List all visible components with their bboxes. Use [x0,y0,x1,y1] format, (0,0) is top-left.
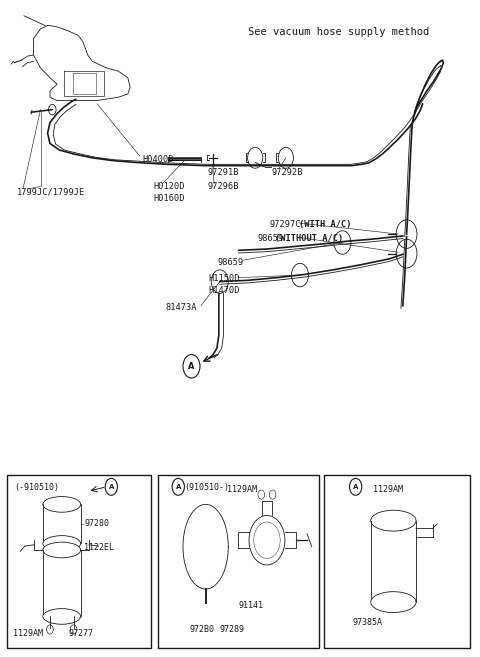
Text: (WITH A/C): (WITH A/C) [299,220,351,229]
Text: 97280: 97280 [84,520,109,528]
Bar [324,475,470,648]
Text: 97277: 97277 [69,629,94,638]
Text: 81473A: 81473A [166,303,197,312]
Circle shape [249,516,285,565]
Text: 97296B: 97296B [208,182,240,191]
Ellipse shape [43,497,81,512]
Text: 1122EL: 1122EL [84,543,114,552]
Text: H1150D: H1150D [208,275,240,283]
Ellipse shape [371,592,416,612]
Circle shape [183,355,200,378]
Text: H1470D: H1470D [208,286,240,295]
Circle shape [105,478,118,495]
Bar [8,475,151,648]
Circle shape [349,478,362,495]
Text: 98659: 98659 [258,234,284,243]
Text: A: A [108,484,114,490]
Text: 1129AM: 1129AM [227,485,257,494]
Text: 97291B: 97291B [208,168,240,177]
Ellipse shape [371,510,416,531]
Text: A: A [188,362,195,371]
Text: 97297C: 97297C [269,220,301,229]
Text: 1129AM: 1129AM [373,485,403,494]
Text: (-910510): (-910510) [14,483,60,492]
Text: 98659: 98659 [217,258,244,267]
Circle shape [254,522,280,558]
Text: H0160D: H0160D [154,194,185,203]
Text: H0400D: H0400D [142,154,173,164]
Text: (910510-): (910510-) [184,483,229,492]
Text: 97289: 97289 [220,625,245,634]
Text: 91141: 91141 [239,601,264,610]
Bar [158,475,319,648]
Text: H0120D: H0120D [154,182,185,191]
Text: 1799JC/1799JE: 1799JC/1799JE [17,187,85,196]
Text: A: A [176,484,181,490]
Text: 1129AM: 1129AM [13,629,43,638]
Ellipse shape [43,535,81,551]
Circle shape [172,478,184,495]
Text: 97292B: 97292B [272,168,303,177]
Text: (WITHOUT A/C): (WITHOUT A/C) [276,234,344,243]
Text: 972B0: 972B0 [189,625,214,634]
Text: See vacuum hose supply method: See vacuum hose supply method [248,27,429,37]
Text: 97385A: 97385A [353,618,383,627]
Ellipse shape [43,542,81,558]
Ellipse shape [43,608,81,624]
Text: A: A [353,484,359,490]
